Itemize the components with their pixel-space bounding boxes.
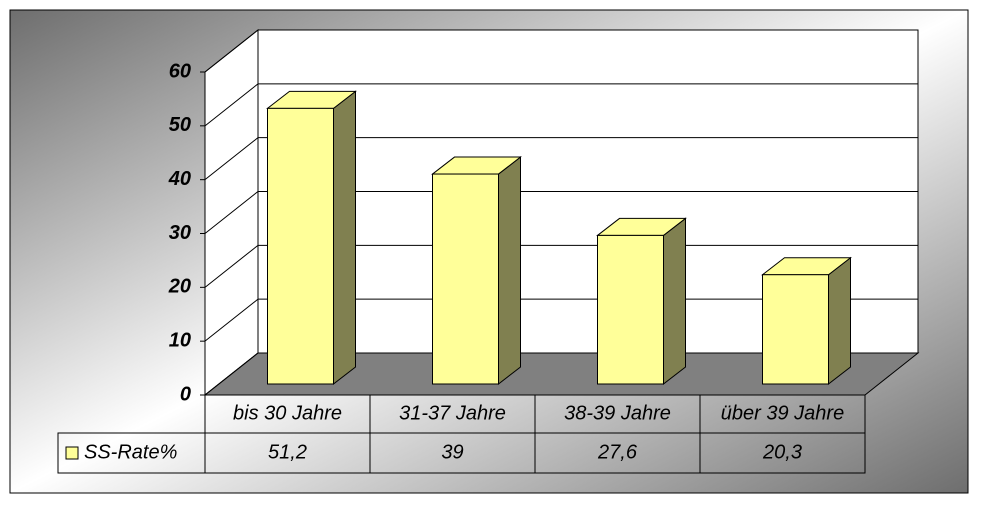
grid-line: [204, 352, 918, 396]
x-tick-label: 31-37 Jahre: [399, 402, 506, 424]
legend-label: SS-Rate%: [84, 441, 177, 463]
y-tick-label: 40: [168, 168, 191, 190]
bar: [762, 274, 829, 385]
grid-line: [204, 137, 918, 181]
bar: [597, 234, 664, 385]
x-tick-label: 38-39 Jahre: [564, 402, 671, 424]
plot: 0 10 20 30 40 50 60 SS-Rate% bis 30 Jahre 51,2 31-…: [57, 28, 920, 474]
grid-line: [204, 83, 918, 127]
bar-side: [498, 156, 521, 386]
table-value: 51,2: [268, 441, 307, 463]
y-tick-label: 30: [169, 222, 191, 244]
bar-side: [828, 256, 851, 386]
y-tick-label: 50: [169, 114, 191, 136]
bar: [432, 173, 499, 385]
grid-line: [204, 29, 918, 73]
x-tick-label: bis 30 Jahre: [233, 402, 342, 424]
table-value: 27,6: [597, 441, 638, 463]
y-tick-label: 20: [168, 276, 191, 298]
table-value: 39: [441, 441, 463, 463]
bar: [267, 107, 334, 385]
grid-line: [204, 191, 918, 234]
table-value: 20,3: [762, 441, 802, 463]
table-cell: [699, 432, 866, 474]
y-tick-label: 10: [169, 329, 191, 351]
x-tick-label: über 39 Jahre: [721, 402, 844, 424]
y-tick-label: 60: [169, 60, 191, 82]
grid-line: [204, 298, 918, 342]
bar-side: [663, 217, 686, 386]
bar-side: [333, 90, 356, 386]
legend-swatch: [65, 446, 79, 460]
grid-line: [204, 244, 918, 288]
y-tick-label: 0: [180, 383, 191, 405]
